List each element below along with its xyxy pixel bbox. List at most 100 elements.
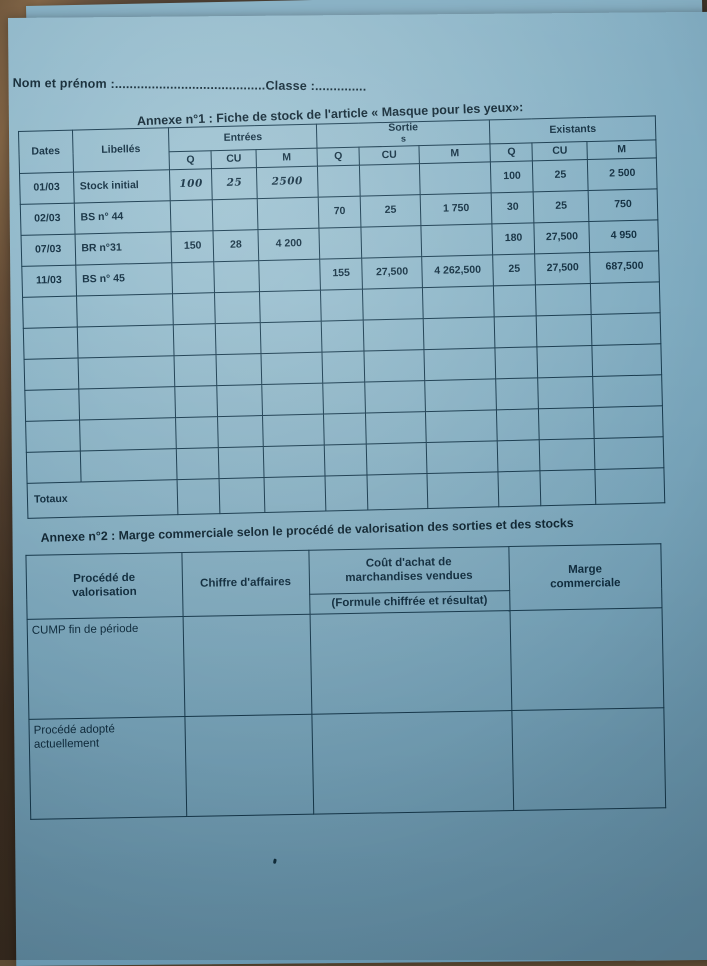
- totals-label: Totaux: [27, 479, 179, 519]
- margin-table-wrapper: Procédé de valorisation Chiffre d'affair…: [25, 543, 666, 820]
- cell-entrees-cu: [212, 198, 258, 231]
- cell-entrees-m: 2500: [256, 165, 319, 199]
- margin-table: Procédé de valorisation Chiffre d'affair…: [25, 543, 666, 820]
- row-label-cump: CUMP fin de période: [27, 616, 185, 720]
- cell-blank: [79, 448, 178, 482]
- cell-blank: [260, 320, 323, 354]
- cell-entrees-m: [257, 196, 319, 230]
- cell-blank: [262, 413, 325, 447]
- cell-blank: [76, 324, 175, 358]
- margin-row-cump: CUMP fin de période: [27, 607, 664, 720]
- cell-existants-cu: 25: [532, 159, 589, 192]
- cell-blank: [537, 345, 593, 378]
- totals-sorties-cu: [367, 473, 428, 510]
- cell-blank: [261, 382, 324, 416]
- cell-blank: [538, 407, 595, 440]
- cell-blank: [495, 377, 539, 410]
- ink-speck: [272, 858, 277, 864]
- name-class-line: Nom et prénom :.........................…: [12, 75, 367, 94]
- cell-blank: [423, 316, 496, 350]
- cell-sorties-cu: 25: [360, 194, 421, 227]
- cell-blank: [536, 314, 593, 347]
- cell-chiffre-affaires: [184, 714, 314, 817]
- cell-blank: [216, 353, 262, 386]
- cell-blank: [365, 411, 427, 444]
- cell-existants-cu: 27,500: [534, 221, 590, 254]
- totals-entrees-m: [263, 475, 326, 513]
- cell-blank: [496, 408, 540, 441]
- totals-existants-m: [595, 467, 665, 505]
- cell-entrees-q: 150: [171, 230, 215, 263]
- cell-blank: [321, 319, 365, 352]
- cell-blank: [263, 444, 326, 478]
- cell-existants-cu: 27,500: [534, 252, 591, 285]
- cell-blank: [172, 292, 216, 325]
- cell-blank: [173, 323, 217, 356]
- cell-sorties-cu: 27,500: [361, 256, 423, 289]
- cell-blank: [176, 447, 220, 480]
- cell-existants-m: 2 500: [587, 157, 658, 191]
- cell-blank: [79, 417, 177, 451]
- cell-blank: [497, 439, 541, 472]
- cell-date: 02/03: [20, 202, 75, 236]
- header-entrees-m: M: [255, 147, 318, 168]
- cell-entrees-m: 4 200: [257, 227, 320, 261]
- cell-sorties-m: [420, 223, 493, 257]
- cell-blank: [493, 284, 537, 317]
- cell-existants-m: 687,500: [589, 250, 660, 284]
- cell-blank: [175, 416, 219, 449]
- cell-blank: [323, 412, 367, 445]
- cell-blank: [175, 385, 218, 418]
- cell-sorties-q: [317, 164, 361, 197]
- cell-blank: [425, 409, 498, 443]
- cell-blank: [593, 405, 664, 439]
- cell-entrees-m: [258, 258, 321, 292]
- stock-card-table-wrapper: Dates Libellés Entrées Sortie s Existant…: [18, 115, 665, 519]
- document-page: Nom et prénom :.........................…: [8, 12, 707, 966]
- annexe-2-title: Annexe n°2 : Marge commerciale selon le …: [40, 515, 574, 545]
- cell-blank: [495, 346, 539, 379]
- cell-blank: [320, 288, 364, 321]
- header-sorties-m: M: [418, 143, 491, 164]
- cell-entrees-cu: 25: [211, 167, 258, 200]
- cell-blank: [538, 376, 594, 409]
- cell-cout-achat: [309, 610, 512, 715]
- header-existants-q: Q: [490, 142, 533, 162]
- cell-blank: [590, 281, 661, 315]
- cell-marge: [511, 707, 666, 811]
- cell-sorties-cu: [359, 163, 421, 196]
- cell-entrees-cu: 28: [213, 229, 259, 262]
- cell-existants-cu: 25: [533, 190, 589, 223]
- cell-blank: [594, 436, 664, 470]
- cell-blank: [215, 322, 261, 355]
- cell-blank: [26, 450, 81, 484]
- cell-chiffre-affaires: [182, 614, 312, 717]
- cell-blank: [422, 285, 495, 319]
- cell-blank: [25, 419, 80, 453]
- header-sorties-q: Q: [317, 146, 360, 166]
- header-cout-achat: Coût d'achat de marchandises vendues: [308, 546, 510, 595]
- cell-existants-q: 100: [490, 160, 534, 193]
- cell-existants-q: 180: [492, 222, 535, 255]
- cell-blank: [366, 442, 427, 475]
- cell-blank: [260, 351, 323, 385]
- cell-blank: [322, 350, 365, 383]
- header-marge-line1: Marge: [568, 563, 603, 576]
- totals-existants-cu: [540, 469, 596, 506]
- cell-libelle: BS n° 45: [75, 262, 173, 296]
- totals-entrees-q: [177, 478, 221, 515]
- cell-blank: [494, 315, 538, 348]
- header-dates: Dates: [18, 130, 73, 174]
- cell-sorties-m: 1 750: [420, 192, 493, 226]
- header-libelles: Libellés: [71, 127, 170, 172]
- cell-blank: [24, 357, 79, 391]
- stock-card-table: Dates Libellés Entrées Sortie s Existant…: [18, 115, 665, 519]
- cell-blank: [424, 378, 497, 412]
- cell-sorties-m: 4 262,500: [421, 254, 494, 288]
- cell-sorties-q: 155: [319, 257, 363, 290]
- totals-existants-q: [498, 470, 542, 507]
- header-cout-line2: marchandises vendues: [345, 569, 473, 584]
- cell-blank: [322, 381, 366, 414]
- header-cout-line1: Coût d'achat de: [365, 556, 452, 570]
- cell-existants-m: 4 950: [588, 219, 659, 253]
